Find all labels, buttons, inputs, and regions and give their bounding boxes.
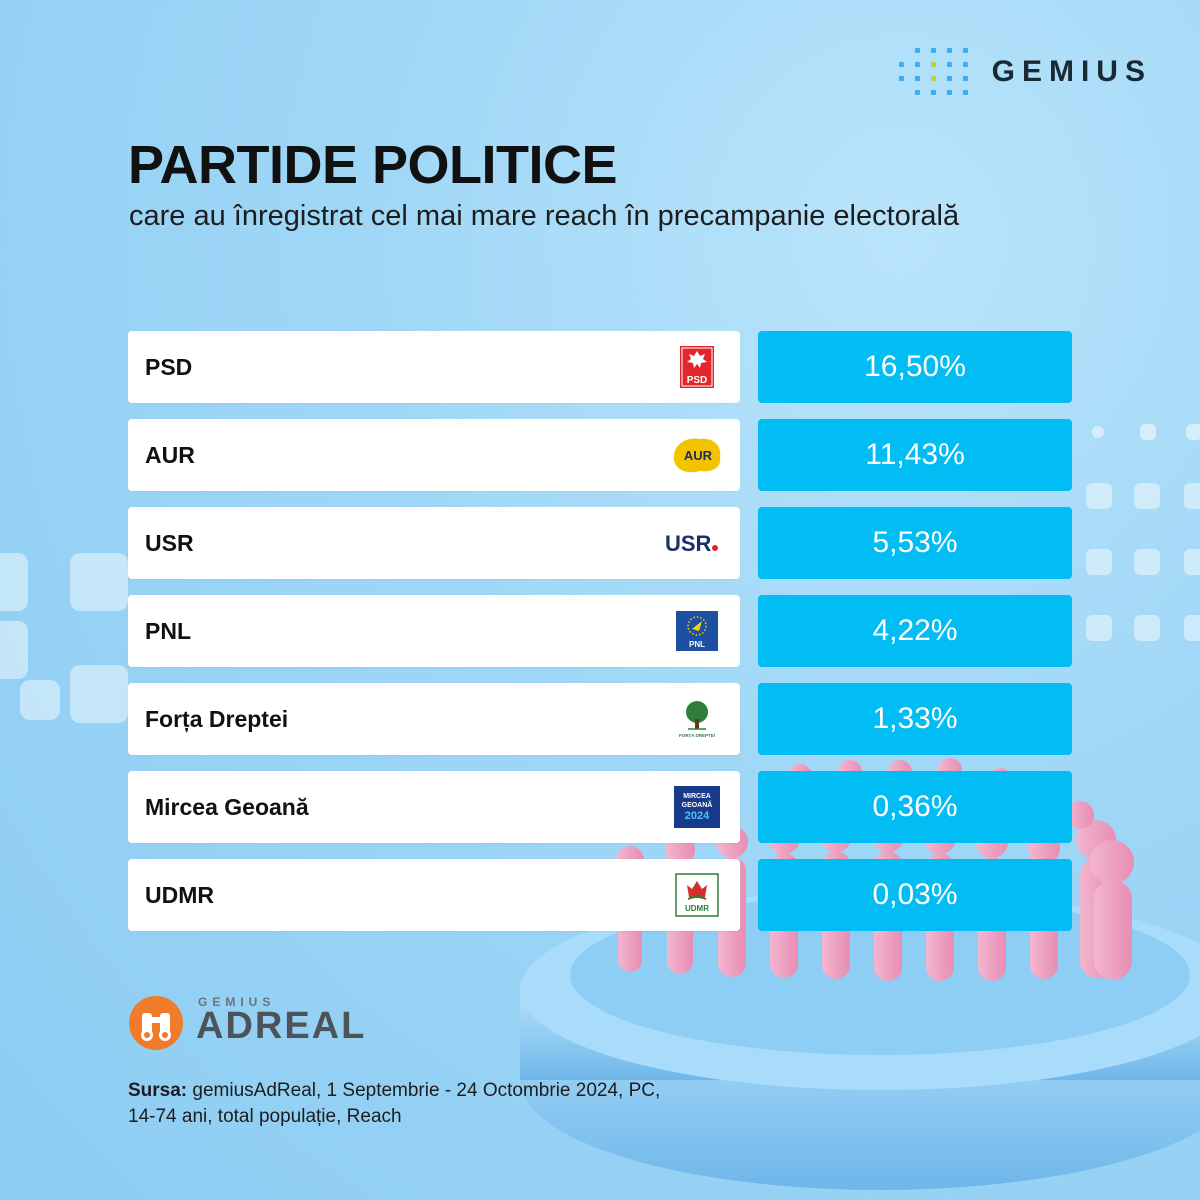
gemius-logo-icon [897, 46, 970, 97]
adreal-small-text: GEMIUS [198, 995, 276, 1009]
party-name: USR [145, 530, 194, 556]
source-text: gemiusAdReal, 1 Septembrie - 24 Octombri… [128, 1080, 661, 1127]
table-row: Forța Dreptei FORȚA DREPTEI 1,33% [128, 683, 1072, 755]
table-row: UDMR UDMR 0,03% [128, 859, 1072, 931]
svg-text:2024: 2024 [685, 810, 710, 822]
party-label-box: PNL PNL [128, 595, 740, 667]
svg-text:UDMR: UDMR [685, 904, 709, 913]
table-row: PNL PNL 4,22% [128, 595, 1072, 667]
brand-name: GEMIUS [991, 54, 1152, 88]
reach-value: 11,43% [758, 419, 1072, 491]
forta-dreptei-logo-icon: FORȚA DREPTEI [679, 701, 715, 738]
table-row: AUR AUR 11,43% [128, 419, 1072, 491]
reach-value: 5,53% [758, 507, 1072, 579]
source-note: Sursa: gemiusAdReal, 1 Septembrie - 24 O… [128, 1078, 668, 1130]
reach-value: 16,50% [758, 331, 1072, 403]
party-label-box: UDMR UDMR [128, 859, 740, 931]
reach-value: 0,36% [758, 771, 1072, 843]
svg-text:AUR: AUR [684, 448, 713, 463]
table-row: PSD PSD 16,50% [128, 331, 1072, 403]
party-name: PNL [145, 618, 191, 644]
binoculars-icon [129, 996, 183, 1050]
table-row: Mircea Geoană MIRCEA GEOANĂ 2024 0,36% [128, 771, 1072, 843]
page-subtitle: care au înregistrat cel mai mare reach î… [129, 200, 960, 232]
party-name: Forța Dreptei [145, 706, 289, 732]
party-label-box: AUR AUR [128, 419, 740, 491]
reach-value: 1,33% [758, 683, 1072, 755]
reach-value: 0,03% [758, 859, 1072, 931]
usr-logo-icon: USR [665, 531, 718, 556]
mircea-geoana-logo-icon: MIRCEA GEOANĂ 2024 [674, 786, 720, 828]
party-label-box: Forța Dreptei FORȚA DREPTEI [128, 683, 740, 755]
pnl-logo-icon: PNL [676, 611, 718, 651]
reach-value: 4,22% [758, 595, 1072, 667]
svg-text:MIRCEA: MIRCEA [683, 793, 711, 800]
aur-logo-icon: AUR [673, 438, 721, 473]
gemius-brand: GEMIUS [897, 46, 1152, 97]
party-name: PSD [145, 354, 193, 380]
source-label: Sursa: [128, 1080, 188, 1101]
svg-text:PNL: PNL [689, 640, 705, 649]
party-name: UDMR [145, 882, 214, 908]
party-label-box: Mircea Geoană MIRCEA GEOANĂ 2024 [128, 771, 740, 843]
svg-text:USR: USR [665, 531, 712, 556]
psd-logo-icon: PSD [680, 346, 714, 388]
svg-text:PSD: PSD [687, 375, 708, 386]
svg-text:GEOANĂ: GEOANĂ [682, 800, 713, 809]
udmr-logo-icon: UDMR [675, 873, 719, 917]
svg-text:FORȚA DREPTEI: FORȚA DREPTEI [679, 733, 715, 738]
page-title: PARTIDE POLITICE [128, 135, 618, 195]
party-label-box: USR USR [128, 507, 740, 579]
party-name: Mircea Geoană [145, 794, 309, 820]
table-row: USR USR 5,53% [128, 507, 1072, 579]
party-label-box: PSD PSD [128, 331, 740, 403]
adreal-big-text: ADREAL [196, 1005, 367, 1047]
party-name: AUR [145, 442, 195, 468]
